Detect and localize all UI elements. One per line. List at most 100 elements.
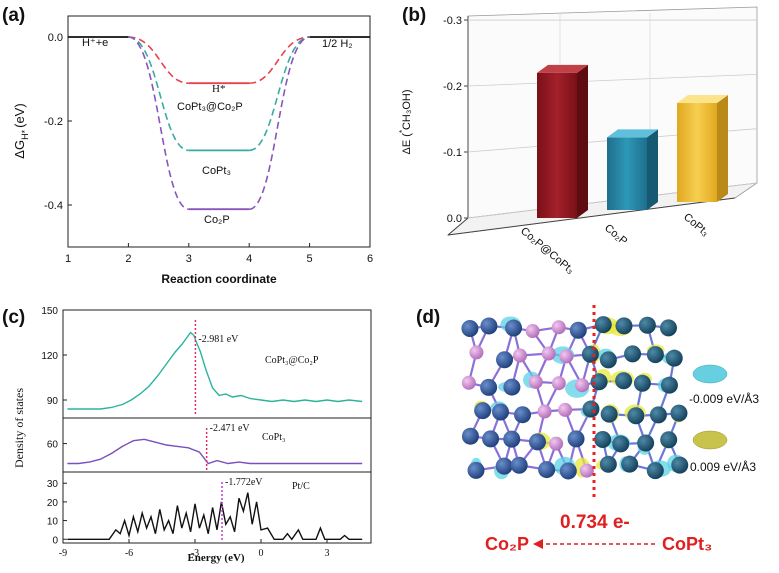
legend-swatch-accumulation — [692, 430, 728, 450]
panel-b-bar-side — [717, 95, 728, 202]
panel-b-bars — [537, 64, 728, 218]
panel-c-subplot-2: 60 -2.471 eV CoPt₃ — [47, 423, 363, 470]
panel-a-x-tick-label: 2 — [125, 253, 131, 265]
panel-c-x-tick-label: 3 — [325, 548, 330, 559]
panel-a-start-label: H⁺+e — [82, 37, 108, 49]
metal-atom — [660, 431, 678, 449]
metal-atom — [559, 462, 577, 480]
metal-atom — [670, 404, 688, 422]
panel-d-transfer-value: 0.734 e- — [560, 512, 630, 533]
panel-a-series-1-rise — [128, 36, 189, 84]
metal-atom — [461, 427, 479, 445]
panel-c-x-tick-label: 0 — [259, 548, 264, 559]
panel-d-right-label: CoPt₃ — [662, 534, 712, 554]
panel-b-chart: -0.3 -0.2 -0.1 0.0 Co₂P@CoPt₃ Co₂P CoPt₃ ΔE (… — [398, 6, 758, 277]
panel-c-y-label: Density of states — [12, 388, 26, 468]
metal-atom — [633, 374, 651, 392]
phosphorus-atom — [541, 346, 556, 361]
metal-atom — [594, 431, 612, 449]
panel-a-series-2-rise — [128, 36, 189, 152]
panel-a-series-2-fall — [249, 36, 310, 152]
panel-c-y-tick-label: 10 — [47, 517, 59, 528]
panel-a-x-tick-label: 4 — [246, 253, 252, 265]
metal-atom — [467, 461, 485, 479]
phosphorus-atom — [528, 374, 543, 389]
panel-c-dband-label: -1.772eV — [225, 477, 263, 488]
panel-c-dos-curve — [67, 438, 363, 465]
metal-atom — [510, 456, 528, 474]
metal-atom — [637, 434, 655, 452]
panel-d-arrow-head — [533, 539, 543, 549]
metal-atom — [665, 349, 683, 367]
panel-c-series-label: Pt/C — [292, 481, 310, 492]
metal-atom — [514, 406, 532, 424]
panel-a-intermediate-label: H* — [212, 83, 225, 95]
metal-atom — [474, 402, 492, 420]
panel-d-atoms — [461, 316, 689, 480]
metal-atom — [659, 319, 677, 337]
metal-atom — [480, 317, 498, 335]
metal-atom — [503, 430, 521, 448]
panel-a-end-label: 1/2 H₂ — [322, 38, 353, 50]
metal-atom — [581, 345, 599, 363]
metal-atom — [567, 430, 585, 448]
panel-b-category-label: Co₂P — [602, 222, 629, 248]
phosphorus-atom — [551, 376, 566, 391]
panel-a-frame — [67, 15, 371, 248]
metal-atom — [615, 372, 633, 390]
metal-atom — [649, 406, 667, 424]
panel-a-y-tick-label: -0.4 — [44, 200, 63, 212]
metal-atom — [621, 455, 639, 473]
metal-atom — [480, 378, 498, 396]
panel-label-a: (a) — [2, 5, 25, 26]
panel-b-y-tick-label: 0.0 — [447, 213, 462, 225]
panel-c-dos-curve — [67, 492, 363, 541]
panel-b-bar-side — [647, 129, 658, 210]
panel-a-chart: 1 2 3 4 5 6 0.0 -0.2 -0.4 H⁺+e 1/2 H₂ H* CoPt₃@… — [12, 15, 373, 286]
panel-b-y-tick-label: -0.1 — [443, 147, 462, 159]
panel-a-x-ticks: 1 2 3 4 5 6 — [65, 243, 373, 265]
metal-atom — [496, 351, 514, 369]
metal-atom — [612, 435, 630, 453]
panel-b-category-label: CoPt₃ — [681, 211, 711, 239]
metal-atom — [495, 457, 513, 475]
phosphorus-atom — [461, 375, 476, 390]
panel-c-series-label: CoPt₃ — [262, 432, 286, 443]
panel-a-y-ticks: 0.0 -0.2 -0.4 — [44, 32, 72, 212]
panel-c-subplot-3: 30 20 10 0 -1.772eV Pt/C — [47, 477, 363, 546]
panel-label-c: (c) — [2, 307, 25, 328]
panel-a-x-label: Reaction coordinate — [161, 272, 277, 286]
panel-c-plots: 150 120 90 -2.981 eV CoPt₃@Co₂P 60 -2.471 eV Co… — [41, 306, 363, 546]
phosphorus-atom — [575, 378, 590, 393]
panel-a-lines — [68, 36, 370, 211]
metal-atom — [660, 376, 678, 394]
panel-c-dband-label: -2.471 eV — [210, 423, 251, 434]
panel-b-bar-front — [607, 137, 647, 210]
panel-a-x-tick-label: 6 — [367, 253, 373, 265]
panel-a-y-tick-label: -0.2 — [44, 116, 63, 128]
svg-text:ΔE ( CH₃OH): ΔE ( CH₃OH) — [401, 90, 413, 155]
phosphorus-atom — [537, 404, 552, 419]
metal-atom — [582, 400, 600, 418]
panel-a-series-3-fall — [248, 36, 310, 210]
panel-c-x-ticks: -9 -6 -3 0 3 — [59, 539, 330, 559]
metal-atom — [646, 462, 664, 480]
panel-a-x-tick-label: 3 — [186, 253, 192, 265]
panel-b-bar-top — [537, 64, 588, 73]
panel-c-y-tick-label: 90 — [47, 396, 59, 407]
panel-c-y-tick-label: 60 — [47, 440, 59, 451]
metal-atom — [594, 316, 612, 334]
svg-text:*: * — [398, 130, 407, 133]
panel-c-x-tick-label: -6 — [125, 548, 133, 559]
metal-atom — [671, 456, 689, 474]
svg-text:ΔGH*(eV): ΔGH*(eV) — [12, 103, 30, 158]
panel-a-x-tick-label: 1 — [65, 253, 71, 265]
panel-c-dos-curve — [67, 331, 363, 410]
panel-d-left-label: Co₂P — [485, 534, 529, 554]
metal-atom — [600, 405, 618, 423]
panel-c-y-tick-label: 120 — [41, 351, 58, 362]
metal-atom — [638, 316, 656, 334]
metal-atom — [599, 455, 617, 473]
panel-a-series-label-2: CoPt₃ — [202, 165, 231, 177]
